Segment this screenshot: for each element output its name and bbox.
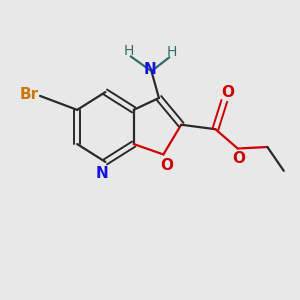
Text: N: N xyxy=(144,62,156,77)
Text: O: O xyxy=(160,158,173,173)
Text: H: H xyxy=(167,45,178,59)
Text: Br: Br xyxy=(19,87,38,102)
Text: O: O xyxy=(221,85,234,100)
Text: H: H xyxy=(124,44,134,58)
Text: O: O xyxy=(233,152,246,166)
Text: N: N xyxy=(96,166,109,181)
